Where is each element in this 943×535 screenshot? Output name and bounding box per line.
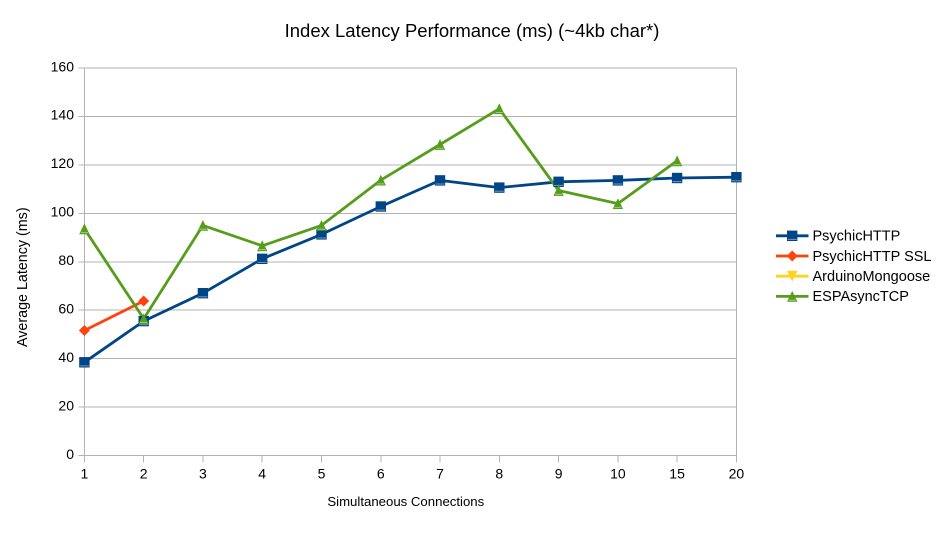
svg-text:Simultaneous Connections: Simultaneous Connections — [327, 494, 484, 509]
svg-text:8: 8 — [495, 465, 503, 481]
svg-text:15: 15 — [669, 465, 685, 481]
svg-text:80: 80 — [58, 252, 74, 268]
svg-text:40: 40 — [58, 349, 74, 365]
svg-text:PsychicHTTP: PsychicHTTP — [813, 229, 901, 245]
svg-text:160: 160 — [51, 58, 75, 74]
svg-text:10: 10 — [610, 465, 626, 481]
svg-text:20: 20 — [58, 397, 74, 413]
svg-text:1: 1 — [81, 465, 89, 481]
svg-text:ArduinoMongoose: ArduinoMongoose — [813, 269, 931, 285]
svg-text:3: 3 — [199, 465, 207, 481]
svg-text:20: 20 — [729, 465, 745, 481]
svg-text:Index Latency Performance (ms): Index Latency Performance (ms) (~4kb cha… — [285, 20, 660, 41]
svg-text:0: 0 — [66, 446, 74, 462]
svg-text:ESPAsyncTCP: ESPAsyncTCP — [813, 289, 909, 305]
svg-text:60: 60 — [58, 301, 74, 317]
svg-text:PsychicHTTP SSL: PsychicHTTP SSL — [813, 249, 932, 265]
svg-text:Average Latency (ms): Average Latency (ms) — [15, 207, 31, 347]
svg-text:6: 6 — [377, 465, 385, 481]
svg-text:9: 9 — [555, 465, 563, 481]
svg-text:4: 4 — [258, 465, 266, 481]
svg-text:7: 7 — [436, 465, 444, 481]
svg-text:2: 2 — [140, 465, 148, 481]
svg-text:100: 100 — [51, 204, 75, 220]
svg-text:5: 5 — [318, 465, 326, 481]
svg-text:120: 120 — [51, 155, 75, 171]
svg-text:140: 140 — [51, 107, 75, 123]
